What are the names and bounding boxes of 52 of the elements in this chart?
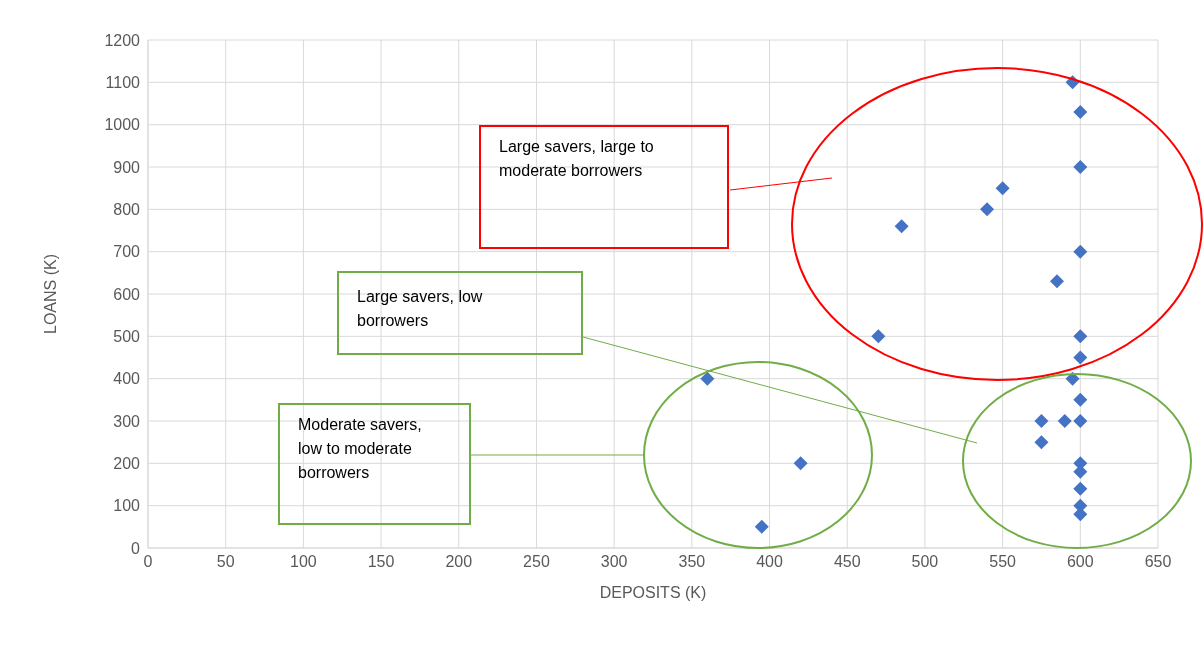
x-tick-label: 350 bbox=[678, 553, 706, 571]
point bbox=[995, 181, 1010, 196]
point bbox=[1057, 414, 1072, 428]
point bbox=[1073, 481, 1088, 496]
point bbox=[1073, 414, 1088, 428]
point bbox=[1073, 160, 1088, 174]
x-tick-label: 0 bbox=[143, 553, 153, 571]
point bbox=[1034, 414, 1049, 428]
x-tick-label: 650 bbox=[1144, 553, 1172, 571]
point bbox=[1065, 371, 1080, 386]
point bbox=[1073, 392, 1088, 407]
y-tick-label: 200 bbox=[113, 455, 141, 473]
y-tick-label: 400 bbox=[113, 370, 141, 388]
y-tick-label: 300 bbox=[113, 412, 141, 430]
x-tick-label: 200 bbox=[445, 553, 473, 571]
x-tick-label: 300 bbox=[600, 553, 628, 571]
point bbox=[980, 202, 995, 217]
point bbox=[1050, 274, 1064, 289]
x-tick-label: 600 bbox=[1066, 553, 1094, 571]
point bbox=[754, 519, 769, 534]
point bbox=[793, 456, 808, 471]
point bbox=[1073, 329, 1088, 344]
y-tick-label: 1100 bbox=[105, 74, 141, 92]
y-tick-label: 600 bbox=[113, 285, 141, 303]
y-tick-label: 900 bbox=[113, 158, 141, 176]
point bbox=[894, 219, 909, 234]
annotation: Large savers, large to moderate borrowers bbox=[499, 137, 655, 181]
point bbox=[1073, 104, 1088, 119]
point bbox=[1073, 244, 1088, 259]
y-axis-title: LOANS (K) bbox=[41, 253, 59, 335]
x-tick-label: 100 bbox=[290, 553, 317, 571]
x-tick-label: 500 bbox=[911, 553, 939, 571]
y-tick-label: 1000 bbox=[104, 116, 141, 134]
x-tick-label: 250 bbox=[523, 553, 550, 571]
x-tick-label: 450 bbox=[833, 553, 861, 571]
x-tick-label: 550 bbox=[989, 553, 1017, 571]
annotation: Moderate savers, low to moderate borrowers bbox=[298, 415, 423, 483]
annotation: Large savers, low borrowers bbox=[357, 287, 484, 331]
point bbox=[1034, 435, 1049, 450]
y-tick-label: 0 bbox=[131, 539, 141, 557]
y-tick-label: 100 bbox=[113, 497, 141, 515]
point bbox=[700, 371, 715, 386]
y-tick-label: 700 bbox=[113, 243, 141, 261]
x-tick-label: 400 bbox=[756, 553, 783, 571]
point bbox=[1073, 350, 1088, 365]
x-tick-label: 150 bbox=[367, 553, 395, 571]
point bbox=[871, 329, 886, 344]
y-tick-label: 1200 bbox=[104, 31, 141, 49]
y-tick-label: 500 bbox=[113, 328, 141, 346]
y-tick-label: 800 bbox=[113, 201, 141, 219]
x-axis-title: DEPOSITS (K) bbox=[599, 584, 707, 601]
x-tick-label: 50 bbox=[216, 553, 235, 571]
